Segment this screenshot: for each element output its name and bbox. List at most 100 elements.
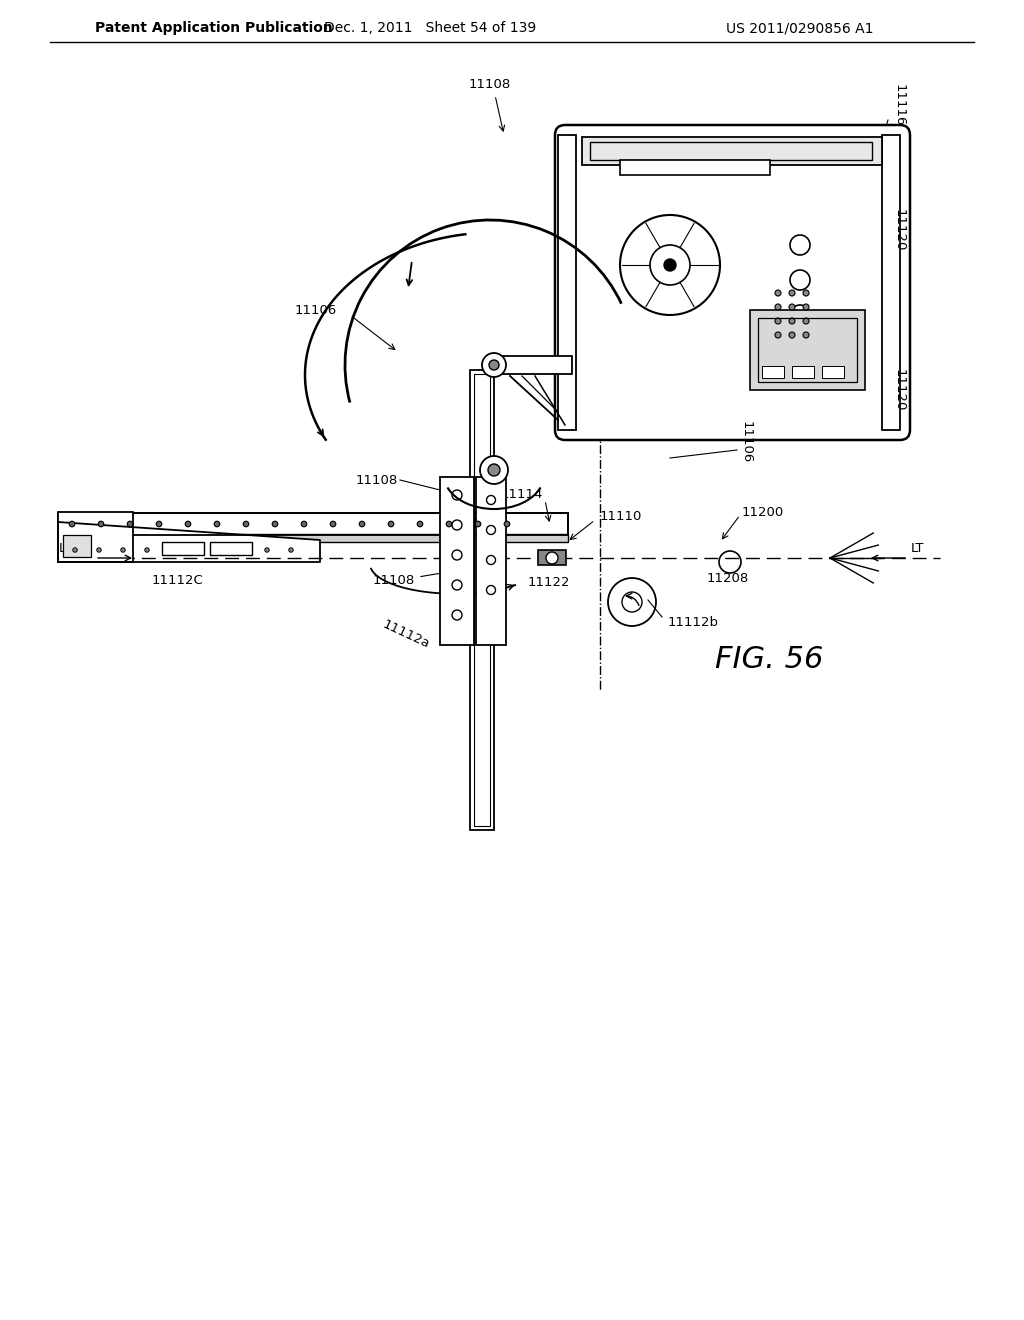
Circle shape (244, 521, 249, 527)
Circle shape (790, 304, 795, 310)
Bar (440, 477, 474, 645)
Bar (538, 550, 566, 565)
Circle shape (775, 333, 781, 338)
Text: 11112b: 11112b (668, 615, 719, 628)
Text: 11120: 11120 (893, 209, 906, 251)
Circle shape (73, 548, 77, 552)
Circle shape (486, 525, 496, 535)
Text: 11106: 11106 (295, 304, 337, 317)
Bar (822, 366, 844, 378)
Circle shape (486, 586, 496, 594)
Bar (762, 366, 784, 378)
Circle shape (790, 333, 795, 338)
Circle shape (272, 521, 278, 527)
Text: FIG. 56: FIG. 56 (715, 645, 823, 675)
Text: Dec. 1, 2011   Sheet 54 of 139: Dec. 1, 2011 Sheet 54 of 139 (324, 21, 537, 36)
Circle shape (486, 495, 496, 504)
Circle shape (452, 490, 462, 500)
Circle shape (127, 521, 133, 527)
Circle shape (388, 521, 394, 527)
FancyBboxPatch shape (555, 125, 910, 440)
Bar (558, 135, 575, 430)
Text: 11108: 11108 (373, 573, 415, 586)
Text: 11108: 11108 (444, 513, 486, 527)
Circle shape (664, 259, 676, 271)
Circle shape (482, 352, 506, 378)
Circle shape (803, 290, 809, 296)
Bar (590, 143, 872, 160)
Circle shape (452, 520, 462, 531)
Circle shape (417, 521, 423, 527)
Bar (474, 374, 490, 826)
Bar (58, 513, 568, 535)
Circle shape (488, 465, 500, 477)
Circle shape (193, 548, 198, 552)
Circle shape (217, 548, 221, 552)
Circle shape (70, 521, 75, 527)
Text: 11208: 11208 (707, 572, 750, 585)
Circle shape (330, 521, 336, 527)
Circle shape (169, 548, 173, 552)
Circle shape (144, 548, 150, 552)
Text: 11120: 11120 (893, 368, 906, 412)
Circle shape (214, 521, 220, 527)
Bar (494, 356, 572, 374)
Text: 11112C: 11112C (152, 573, 204, 586)
Circle shape (265, 548, 269, 552)
Circle shape (241, 548, 245, 552)
Bar (620, 160, 770, 176)
Circle shape (489, 360, 499, 370)
Text: 11110: 11110 (600, 511, 642, 524)
Bar (750, 310, 865, 389)
Circle shape (185, 521, 190, 527)
Circle shape (446, 521, 452, 527)
Text: 11106: 11106 (740, 421, 753, 463)
Circle shape (121, 548, 125, 552)
Bar (758, 318, 857, 381)
Circle shape (546, 552, 558, 564)
Bar (63, 535, 91, 557)
Text: LT: LT (58, 541, 72, 554)
Circle shape (803, 304, 809, 310)
Text: 11108: 11108 (469, 78, 511, 91)
Circle shape (452, 550, 462, 560)
Circle shape (803, 318, 809, 323)
Circle shape (98, 521, 103, 527)
Bar (58, 513, 568, 535)
Circle shape (475, 521, 481, 527)
Bar (210, 543, 252, 554)
Bar (58, 535, 568, 543)
Text: 11112a: 11112a (380, 618, 431, 652)
Circle shape (504, 521, 510, 527)
Text: 11122: 11122 (528, 576, 570, 589)
Text: 11200: 11200 (742, 506, 784, 519)
Bar (58, 512, 133, 562)
Circle shape (301, 521, 307, 527)
Circle shape (775, 318, 781, 323)
Text: 11116: 11116 (893, 83, 906, 127)
Bar (882, 135, 900, 430)
Text: US 2011/0290856 A1: US 2011/0290856 A1 (726, 21, 873, 36)
Bar (476, 477, 506, 645)
Bar (582, 137, 882, 165)
Circle shape (452, 610, 462, 620)
Circle shape (289, 548, 293, 552)
Bar (470, 370, 494, 830)
Bar (792, 366, 814, 378)
Text: 11114: 11114 (501, 488, 543, 502)
Circle shape (775, 290, 781, 296)
Circle shape (359, 521, 365, 527)
Circle shape (790, 318, 795, 323)
Bar (162, 543, 204, 554)
Circle shape (790, 290, 795, 296)
Circle shape (157, 521, 162, 527)
Circle shape (486, 556, 496, 565)
Circle shape (97, 548, 101, 552)
Polygon shape (58, 521, 319, 562)
Text: 11108: 11108 (355, 474, 398, 487)
Circle shape (480, 455, 508, 484)
Circle shape (452, 579, 462, 590)
Text: LT: LT (911, 541, 925, 554)
Circle shape (803, 333, 809, 338)
Text: Patent Application Publication: Patent Application Publication (95, 21, 333, 36)
